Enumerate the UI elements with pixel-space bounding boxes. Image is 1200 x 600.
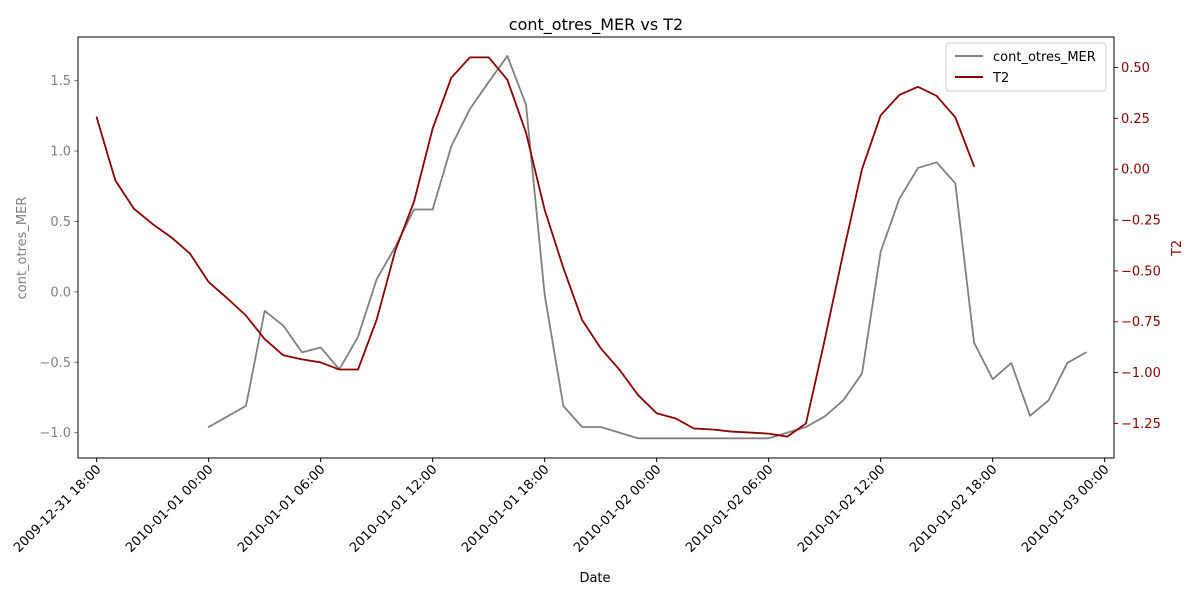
left-y-tick-label-2: 0.0 [50, 285, 71, 300]
left-y-tick-label-5: 1.5 [50, 74, 71, 89]
right-y-tick-label-0: −1.25 [1121, 417, 1161, 432]
plot-frame [77, 36, 1115, 459]
left-y-tick-label-3: 0.5 [50, 215, 71, 230]
right-y-tick-label-6: 0.25 [1121, 112, 1150, 127]
right-y-tick-label-7: 0.50 [1121, 61, 1150, 76]
chart-title: cont_otres_MER vs T2 [509, 15, 683, 35]
left-y-tick-label-0: −1.0 [39, 426, 71, 441]
left-y-axis-title: cont_otres_MER [15, 197, 30, 300]
series-line-t2 [95, 56, 975, 438]
legend: cont_otres_MER T2 [945, 42, 1107, 92]
right-y-tick-label-3: −0.50 [1121, 264, 1161, 279]
series-line-cont-otres-mer [207, 55, 1087, 440]
right-y-axis: −1.25 −1.00 −0.75 −0.50 −0.25 0.00 0.25 0.50 [1114, 61, 1161, 432]
left-y-axis: −1.0 −0.5 0.0 0.5 1.0 1.5 [39, 74, 78, 441]
x-axis-title: Date [579, 571, 610, 586]
series-layer [95, 55, 1087, 440]
legend-box [945, 42, 1107, 92]
left-y-tick-label-4: 1.0 [50, 145, 71, 160]
right-y-tick-label-1: −1.00 [1121, 366, 1161, 381]
right-y-tick-label-4: −0.25 [1121, 214, 1161, 229]
legend-label-t2: T2 [992, 71, 1009, 86]
right-y-tick-label-2: −0.75 [1121, 315, 1161, 330]
left-y-tick-label-1: −0.5 [39, 356, 71, 371]
legend-label-cont-otres-mer: cont_otres_MER [993, 50, 1096, 65]
right-y-tick-label-5: 0.00 [1121, 163, 1150, 178]
right-y-axis-title: T2 [1170, 240, 1185, 257]
